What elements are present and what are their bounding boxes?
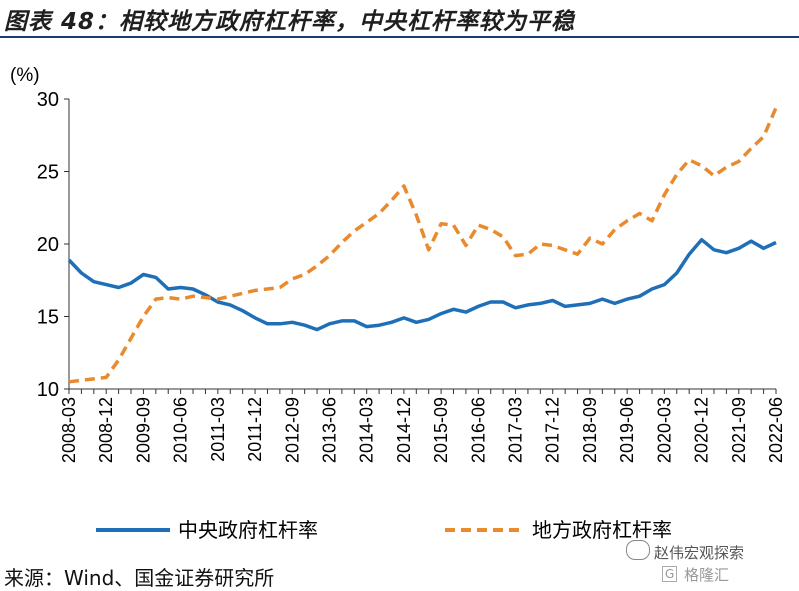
y-tick-label: 25 <box>37 162 59 184</box>
x-tick-label: 2015-09 <box>431 397 451 463</box>
chart-axes: (%) 10 15 20 25 30 2008-03 2008-12 2009-09 2010-0… <box>10 65 786 463</box>
series-line-2 <box>68 107 778 384</box>
chart-legend: 中央政府杠杆率 地方政府杠杆率 <box>96 518 672 542</box>
x-tick-label: 2017-03 <box>506 397 526 463</box>
x-tick-label: 2022-06 <box>766 397 786 463</box>
x-tick-label: 2014-12 <box>394 397 414 463</box>
x-tick-label: 2019-06 <box>617 397 637 463</box>
title-divider <box>0 36 799 38</box>
x-tick-label: 2020-03 <box>654 397 674 463</box>
x-tick-label: 2018-09 <box>580 397 600 463</box>
x-tick-label: 2013-06 <box>319 397 339 463</box>
x-tick-label: 2009-09 <box>133 397 153 463</box>
chart-title: 图表 48：相较地方政府杠杆率，中央杠杆率较为平稳 <box>4 9 576 35</box>
wechat-icon <box>626 540 650 560</box>
watermark-logo: G <box>662 566 678 582</box>
x-tick-label: 2014-03 <box>357 397 377 463</box>
watermark: 赵伟宏观探索 G 格隆汇 <box>622 538 798 588</box>
y-tick-label: 30 <box>37 89 59 111</box>
x-tick-label: 2008-12 <box>96 397 116 463</box>
source-note: 来源：Wind、国金证券研究所 <box>4 566 275 590</box>
legend-label-1: 中央政府杠杆率 <box>178 518 318 542</box>
y-tick-label: 20 <box>37 234 59 256</box>
x-tick-label: 2021-09 <box>729 397 749 463</box>
x-tick-label: 2008-03 <box>59 397 79 463</box>
y-unit-label: (%) <box>10 65 40 86</box>
x-tick-label: 2016-06 <box>468 397 488 463</box>
x-tick-label: 2011-03 <box>208 397 228 462</box>
series-line-1 <box>67 237 777 332</box>
y-tick-label: 10 <box>37 379 59 401</box>
x-tick-label: 2010-06 <box>171 397 191 463</box>
x-tick-label: 2020-12 <box>692 397 712 463</box>
watermark-line2: 格隆汇 <box>684 566 730 584</box>
x-tick-label: 2011-12 <box>245 397 265 462</box>
x-tick-label: 2017-12 <box>543 397 563 463</box>
y-tick-label: 15 <box>37 307 59 329</box>
chart-lines <box>67 107 778 384</box>
x-tick-label: 2012-09 <box>282 397 302 463</box>
watermark-line1: 赵伟宏观探索 <box>654 544 745 562</box>
